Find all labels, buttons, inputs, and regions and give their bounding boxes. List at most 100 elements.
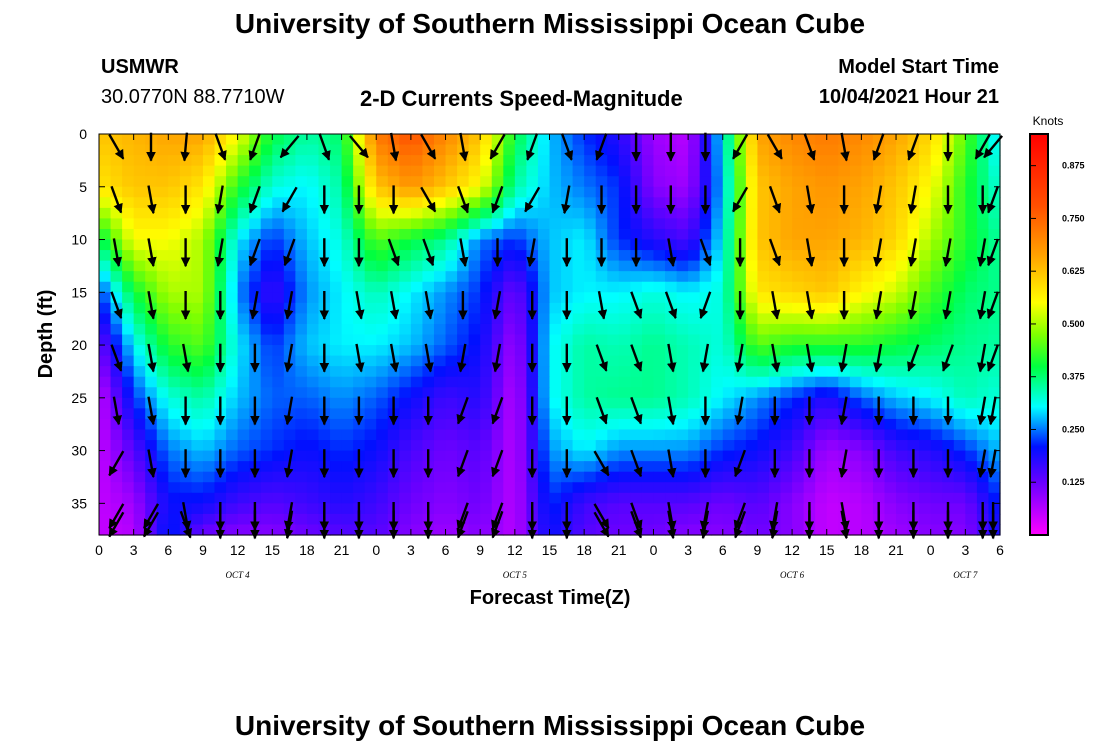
heatmap-cell xyxy=(792,323,805,336)
heatmap-cell xyxy=(884,418,897,431)
heatmap-cell xyxy=(341,429,354,441)
heatmap-cell xyxy=(942,281,955,293)
heatmap-cell xyxy=(341,418,354,431)
current-vector xyxy=(986,344,1000,372)
heatmap-cell xyxy=(942,440,955,452)
heatmap-cell xyxy=(965,376,978,388)
heatmap-cell xyxy=(688,250,701,262)
heatmap-cell xyxy=(849,450,862,462)
colorbar-tick-label: 0.500 xyxy=(1062,319,1085,329)
heatmap-cell xyxy=(630,429,643,441)
heatmap-cell xyxy=(202,513,216,526)
heatmap-cell xyxy=(422,218,435,230)
heatmap-cell xyxy=(468,323,481,336)
heatmap-cell xyxy=(722,260,735,272)
heatmap-cell xyxy=(653,440,666,452)
heatmap-cell xyxy=(306,334,320,346)
heatmap-cell xyxy=(688,197,701,209)
current-vector xyxy=(491,510,504,539)
heatmap-cell xyxy=(503,376,516,388)
heatmap-cell xyxy=(618,239,631,251)
heatmap-cell xyxy=(907,260,920,272)
heatmap-cell xyxy=(433,176,447,188)
heatmap-cell xyxy=(884,376,897,388)
heatmap-cell xyxy=(376,228,389,241)
heatmap-cell xyxy=(433,440,447,452)
heatmap-cell xyxy=(711,397,724,409)
heatmap-cell xyxy=(145,176,158,188)
heatmap-cell xyxy=(99,397,112,409)
heatmap-cell xyxy=(953,134,966,146)
heatmap-cell xyxy=(191,387,204,399)
heatmap-cell xyxy=(792,366,805,378)
heatmap-cell xyxy=(514,144,527,156)
heatmap-cell xyxy=(249,376,262,388)
heatmap-cell xyxy=(549,408,562,420)
heatmap-cell xyxy=(191,355,204,367)
heatmap-cell xyxy=(341,218,354,230)
heatmap-cell xyxy=(422,440,435,452)
heatmap-cell xyxy=(849,471,862,483)
heatmap-cell xyxy=(815,450,828,462)
heatmap-cell xyxy=(99,440,112,452)
heatmap-cell xyxy=(745,461,759,473)
current-vector xyxy=(840,501,850,531)
heatmap-cell xyxy=(688,429,701,441)
heatmap-cell xyxy=(179,334,193,346)
heatmap-cell xyxy=(145,450,158,462)
heatmap-cell xyxy=(676,292,689,304)
heatmap-cell xyxy=(919,302,932,314)
heatmap-cell xyxy=(572,271,585,283)
heatmap-cell xyxy=(133,144,146,156)
heatmap-cell xyxy=(792,418,805,431)
heatmap-cell xyxy=(202,334,216,346)
heatmap-cell xyxy=(722,323,735,336)
heatmap-cell xyxy=(584,376,597,388)
heatmap-cell xyxy=(745,440,759,452)
heatmap-cell xyxy=(826,302,839,314)
heatmap-cell xyxy=(919,492,932,504)
heatmap-cell xyxy=(168,134,181,146)
heatmap-cell xyxy=(445,323,458,336)
heatmap-cell xyxy=(699,429,712,441)
heatmap-cell xyxy=(526,186,539,198)
heatmap-cell xyxy=(815,134,828,146)
model-start-label: Model Start Time xyxy=(838,56,999,78)
heatmap-cell xyxy=(191,323,204,336)
heatmap-cell xyxy=(514,345,527,357)
heatmap-cell xyxy=(399,503,412,515)
current-vector xyxy=(147,449,157,478)
heatmap-cell xyxy=(168,492,181,504)
heatmap-cell xyxy=(965,134,978,146)
heatmap-cell xyxy=(480,155,493,167)
heatmap-cell xyxy=(861,228,874,241)
heatmap-cell xyxy=(584,218,597,230)
heatmap-cell xyxy=(260,429,273,441)
heatmap-cell xyxy=(676,165,689,177)
heatmap-cell xyxy=(179,503,193,515)
heatmap-cell xyxy=(99,387,112,399)
heatmap-cell xyxy=(514,239,527,251)
heatmap-cell xyxy=(896,281,909,293)
heatmap-cell xyxy=(330,292,343,304)
heatmap-cell xyxy=(711,492,724,504)
heatmap-cell xyxy=(641,471,655,483)
heatmap-cell xyxy=(549,155,562,167)
model-start-value: 10/04/2021 Hour 21 xyxy=(818,86,999,108)
heatmap-cell xyxy=(480,418,493,431)
heatmap-cell xyxy=(780,144,793,156)
heatmap-cell xyxy=(99,429,112,441)
heatmap-cell xyxy=(364,250,377,262)
heatmap-cell xyxy=(618,302,631,314)
heatmap-cell xyxy=(815,165,828,177)
heatmap-cell xyxy=(480,408,493,420)
heatmap-cell xyxy=(514,302,527,314)
heatmap-cell xyxy=(595,334,608,346)
heatmap-cell xyxy=(549,440,562,452)
heatmap-cell xyxy=(145,429,158,441)
heatmap-cell xyxy=(688,492,701,504)
heatmap-cell xyxy=(330,513,343,526)
heatmap-cell xyxy=(688,323,701,336)
heatmap-cell xyxy=(537,302,551,314)
heatmap-cell xyxy=(341,408,354,420)
